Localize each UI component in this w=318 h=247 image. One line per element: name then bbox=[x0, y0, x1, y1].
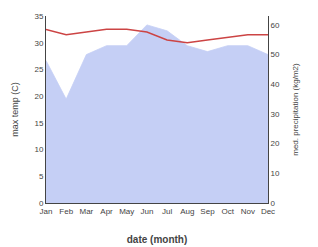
svg-text:0: 0 bbox=[271, 199, 276, 208]
svg-text:Mar: Mar bbox=[79, 207, 93, 216]
svg-text:5: 5 bbox=[39, 172, 44, 181]
svg-text:25: 25 bbox=[34, 65, 43, 74]
svg-text:20: 20 bbox=[34, 92, 43, 101]
svg-text:10: 10 bbox=[271, 169, 280, 178]
svg-text:med. precipitation (kg/m2): med. precipitation (kg/m2) bbox=[291, 63, 300, 156]
svg-text:Feb: Feb bbox=[59, 207, 73, 216]
svg-text:Apr: Apr bbox=[100, 207, 113, 216]
svg-text:Jul: Jul bbox=[162, 207, 172, 216]
svg-text:40: 40 bbox=[271, 80, 280, 89]
svg-text:Aug: Aug bbox=[180, 207, 194, 216]
svg-text:15: 15 bbox=[34, 119, 43, 128]
svg-text:Dec: Dec bbox=[261, 207, 275, 216]
svg-text:Nov: Nov bbox=[241, 207, 255, 216]
svg-text:35: 35 bbox=[34, 12, 43, 21]
svg-text:10: 10 bbox=[34, 145, 43, 154]
svg-text:30: 30 bbox=[34, 39, 43, 48]
svg-text:Oct: Oct bbox=[221, 207, 234, 216]
svg-text:Jan: Jan bbox=[40, 207, 53, 216]
svg-text:60: 60 bbox=[271, 21, 280, 30]
svg-text:50: 50 bbox=[271, 50, 280, 59]
svg-text:20: 20 bbox=[271, 139, 280, 148]
svg-text:Sep: Sep bbox=[200, 207, 215, 216]
svg-text:max temp (C): max temp (C) bbox=[10, 82, 20, 137]
svg-text:Jun: Jun bbox=[140, 207, 153, 216]
svg-text:30: 30 bbox=[271, 110, 280, 119]
svg-text:May: May bbox=[119, 207, 134, 216]
svg-text:0: 0 bbox=[39, 199, 44, 208]
svg-text:date (month): date (month) bbox=[127, 234, 188, 245]
